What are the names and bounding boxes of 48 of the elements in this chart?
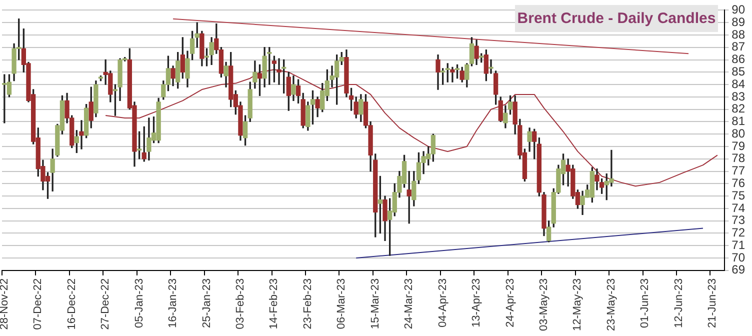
x-tick-label: 28-Nov-22 [0,278,10,330]
y-tick-label: 76 [732,176,746,190]
x-tick-label: 24-Apr-23 [504,278,516,328]
y-tick-label: 70 [732,250,746,264]
y-tick-label: 79 [732,138,746,153]
y-tick-label: 83 [732,89,746,104]
y-tick-label: 71 [732,238,746,252]
x-tick-label: 12-Jun-23 [672,278,685,328]
y-tick-label: 84 [732,76,746,91]
x-tick-label: 13-Apr-23 [470,278,483,328]
x-tick-label: 06-Mar-23 [336,278,348,330]
y-tick-label: 75 [732,188,746,202]
y-tick-label: 86 [732,52,746,66]
y-tick-label: 88 [732,27,746,42]
chart-title: Brent Crude - Daily Candles [515,5,718,32]
y-tick-label: 82 [732,102,746,116]
x-tick-label: 27-Dec-22 [100,278,112,330]
y-tick-label: 78 [732,151,746,166]
y-tick-label: 74 [732,200,746,215]
x-tick-label: 21-Jun-23 [706,278,719,328]
x-tick-label: 04-Apr-23 [436,278,449,328]
x-tick-label: 03-Feb-23 [234,278,247,330]
x-tick-label: 07-Dec-22 [32,278,44,330]
candlestick [450,66,455,82]
y-tick-label: 90 [732,2,746,17]
x-tick-label: 05-Jan-23 [133,278,146,328]
y-tick-label: 85 [732,64,746,78]
y-tick-label: 81 [732,114,746,128]
y-tick-label: 80 [732,126,746,140]
x-tick-label: 24-Mar-23 [403,278,416,330]
y-tick-label: 69 [732,262,746,277]
x-tick-label: 14-Feb-23 [268,278,280,330]
x-tick-label: 25-Jan-23 [200,278,213,328]
candlestick [488,59,494,74]
y-tick-label: 73 [732,213,746,228]
x-tick-label: 16-Jan-23 [167,278,180,328]
x-tick-label: 03-May-23 [538,278,550,331]
x-tick-label: 16-Dec-22 [66,278,78,330]
x-tick-label: 23-Feb-23 [302,278,314,330]
y-tick-label: 77 [732,164,746,178]
candlestick [79,120,84,150]
y-tick-label: 89 [732,14,746,29]
x-tick-label: 01-Jun-23 [639,278,652,328]
x-tick-label: 15-Mar-23 [369,278,382,330]
y-tick-label: 87 [732,40,746,54]
x-tick-label: 23-May-23 [605,278,618,331]
y-tick-label: 72 [732,226,746,240]
x-tick-label: 12-May-23 [572,278,584,331]
